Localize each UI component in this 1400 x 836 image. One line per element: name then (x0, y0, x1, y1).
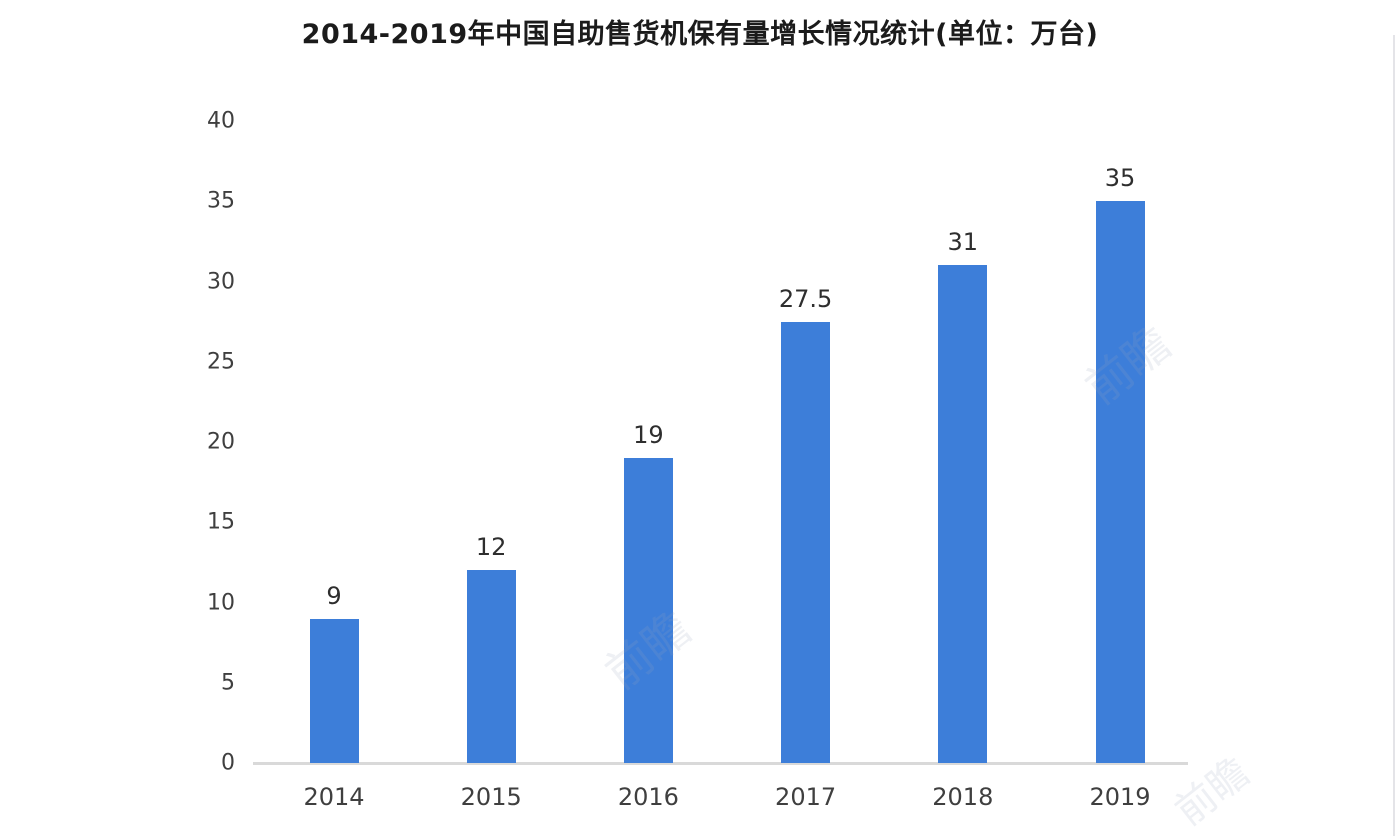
y-tick-label-25: 25 (207, 349, 235, 375)
x-axis-line (253, 762, 1188, 765)
x-tick-label-2015: 2015 (460, 783, 522, 811)
watermark-text: 前瞻 (1166, 749, 1259, 835)
y-tick-label-15: 15 (207, 509, 235, 535)
bar-value-label-2019: 35 (1104, 164, 1136, 193)
y-tick-label-35: 35 (207, 188, 235, 214)
y-tick-label-0: 0 (221, 750, 235, 776)
x-tick-label-2017: 2017 (775, 783, 837, 811)
y-tick-label-10: 10 (207, 590, 235, 615)
y-tick-label-5: 5 (221, 670, 235, 696)
bar-value-label-2014: 9 (326, 581, 342, 610)
bar-value-label-2016: 19 (633, 421, 664, 450)
x-tick-label-2016: 2016 (617, 783, 679, 811)
bar-value-label-2018: 31 (947, 228, 979, 257)
x-tick-label-2019: 2019 (1089, 783, 1151, 811)
bar-2015 (466, 570, 516, 763)
bar-2017 (781, 321, 831, 763)
x-tick-label-2018: 2018 (932, 783, 994, 811)
bar-2016 (623, 458, 673, 763)
bar-2018 (938, 265, 988, 763)
y-tick-label-20: 20 (207, 429, 235, 455)
bar-value-label-2017: 27.5 (778, 284, 833, 313)
chart-title: 2014-2019年中国自助售货机保有量增长情况统计(单位：万台) (301, 19, 1099, 50)
bar-2014 (309, 618, 359, 763)
bar-value-label-2015: 12 (475, 533, 507, 562)
y-tick-label-40: 40 (207, 108, 235, 134)
x-tick-label-2014: 2014 (303, 783, 365, 811)
page-edge-divider (1393, 35, 1395, 836)
y-tick-label-30: 30 (207, 269, 235, 294)
bar-2019 (1095, 201, 1145, 763)
